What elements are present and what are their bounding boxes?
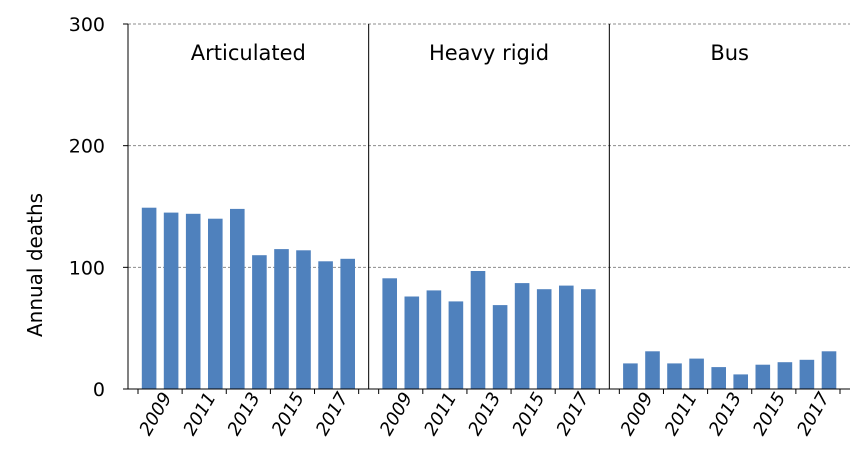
bar <box>185 213 201 389</box>
bar <box>623 363 638 389</box>
x-tick-label: 2013 <box>705 389 746 439</box>
bar <box>296 250 311 389</box>
bar <box>470 271 486 389</box>
bar <box>340 258 355 389</box>
axes <box>123 23 850 394</box>
y-tick-label: 300 <box>69 14 105 36</box>
bar <box>536 289 552 389</box>
bar <box>382 278 397 389</box>
bar <box>252 255 267 389</box>
bar <box>581 289 596 389</box>
x-tick-label: 2015 <box>749 389 790 439</box>
bar <box>733 374 748 389</box>
grid-lines <box>128 23 850 268</box>
x-tick-label: 2013 <box>464 389 505 439</box>
y-tick-label: 100 <box>69 257 105 279</box>
x-tick-label: 2013 <box>224 389 265 439</box>
x-tick-label: 2015 <box>508 389 549 439</box>
x-tick-label: 2017 <box>553 389 594 440</box>
x-tick-label: 2015 <box>268 389 309 439</box>
x-tick-label: 2011 <box>661 389 702 439</box>
bar <box>689 358 704 389</box>
y-tick-label: 200 <box>69 136 105 158</box>
bar <box>821 351 837 389</box>
panel-title: Articulated <box>191 41 306 65</box>
bar <box>163 212 179 389</box>
x-tick-label: 2017 <box>793 389 834 440</box>
bar <box>799 359 815 389</box>
bar <box>492 305 508 389</box>
bar <box>230 208 245 389</box>
x-tick-label: 2009 <box>617 389 658 439</box>
bar <box>426 290 442 389</box>
bar <box>274 249 289 389</box>
x-tick-label: 2017 <box>312 389 353 440</box>
bar <box>667 363 682 389</box>
bars <box>141 207 837 390</box>
bar <box>404 296 420 389</box>
bar <box>141 207 157 389</box>
panel-title: Bus <box>710 41 749 65</box>
y-tick-label: 0 <box>93 379 105 401</box>
bar <box>208 218 223 389</box>
x-tick-label: 2011 <box>420 389 461 439</box>
bar <box>755 364 771 389</box>
x-tick-label: 2009 <box>376 389 417 439</box>
bar <box>318 261 333 390</box>
x-tick-label: 2011 <box>179 389 220 439</box>
panel-title: Heavy rigid <box>429 41 549 65</box>
bar <box>777 362 793 389</box>
bar <box>448 301 464 389</box>
bar <box>514 283 530 389</box>
bar <box>645 351 660 389</box>
bar <box>559 285 574 389</box>
y-axis-label: Annual deaths <box>23 193 47 337</box>
x-tick-label: 2009 <box>135 389 176 439</box>
bar <box>711 367 726 389</box>
